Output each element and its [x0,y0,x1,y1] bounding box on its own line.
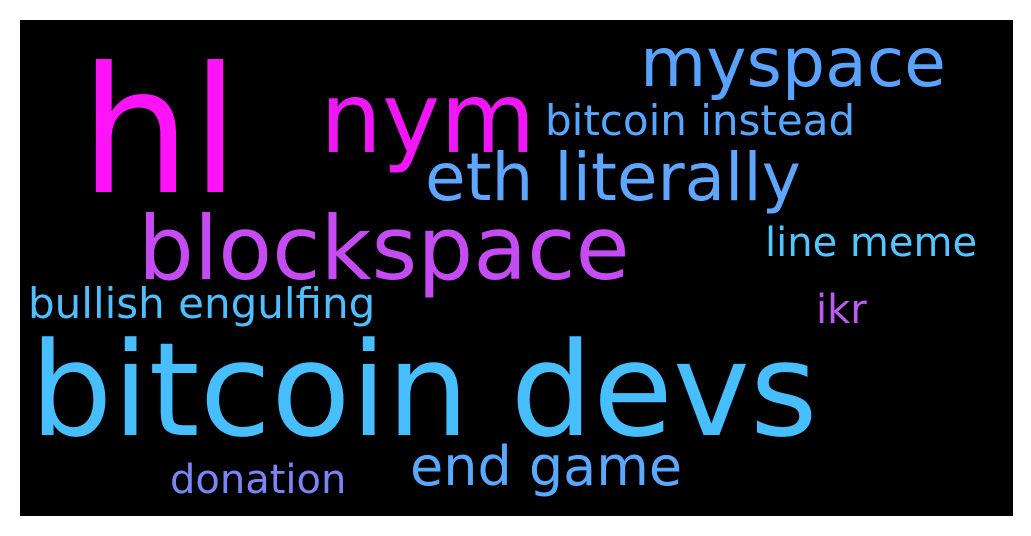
word-cloud-canvas: hl nym myspace bitcoin instead eth liter… [20,20,1013,516]
word-line-meme: line meme [765,220,978,266]
word-eth-literally: eth literally [425,139,801,216]
word-donation: donation [170,457,347,503]
word-bitcoin-instead: bitcoin instead [545,96,856,145]
word-bullish-engulfing: bullish engulfing [28,279,376,328]
word-bitcoin-devs: bitcoin devs [30,314,818,466]
word-hl: hl [80,31,240,234]
word-ikr: ikr [816,287,867,333]
word-end-game: end game [410,435,683,498]
word-blockspace: blockspace [138,197,630,300]
word-myspace: myspace [640,24,946,103]
word-nym: nym [320,62,536,176]
